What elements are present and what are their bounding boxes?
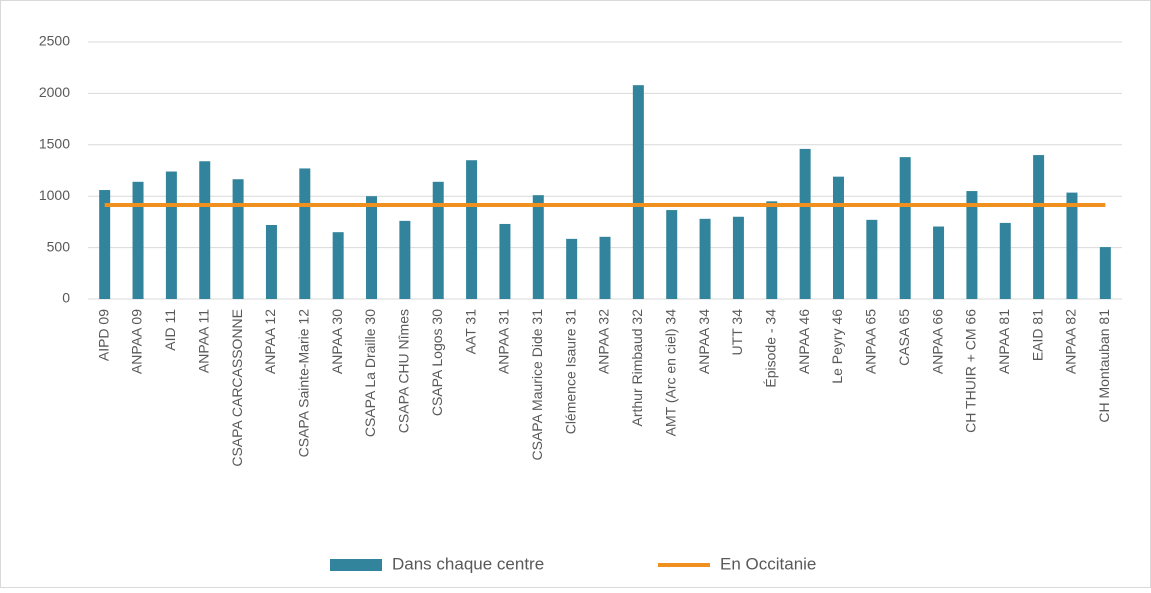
bar [399,220,411,299]
bar [232,179,244,299]
y-tick-label: 1500 [39,136,70,152]
x-tick-label: CSAPA Sainte-Marie 12 [296,309,312,458]
x-tick-label: ANPAA 09 [129,309,145,374]
x-tick-label: ANPAA 11 [195,309,211,373]
x-tick-label: CSAPA CHU Nîmes [396,309,412,433]
bar [366,196,378,299]
bar [99,190,111,299]
x-tick-label: ANPAA 31 [496,309,512,374]
x-tick-label: Épisode - 34 [762,309,778,388]
bar [1099,247,1111,299]
bar [199,161,211,299]
bar [499,223,511,299]
x-tick-label: ANPAA 30 [329,309,345,374]
bar [933,226,945,299]
bar [165,171,177,299]
bar [265,224,277,299]
y-tick-label: 2500 [39,33,70,49]
x-tick-label: CH THUIR + CM 66 [963,309,979,433]
x-tick-label: ANPAA 66 [929,309,945,374]
x-tick-label: CASA 65 [896,309,912,366]
legend-label: Dans chaque centre [392,554,544,573]
bar [1066,192,1078,299]
x-tick-label: ANPAA 82 [1063,309,1079,374]
bar [466,160,478,299]
legend-swatch [330,559,382,571]
x-tick-label: CSAPA Logos 30 [429,309,445,416]
bar [632,85,644,300]
x-tick-label: Clémence Isaure 31 [562,309,578,435]
bar [666,210,678,299]
bar [1033,155,1045,299]
bar [732,216,744,299]
bar [332,232,344,299]
x-tick-label: EAID 81 [1029,309,1045,361]
bar [966,191,978,299]
x-tick-label: ANPAA 81 [996,309,1012,374]
x-tick-label: ANPAA 65 [863,309,879,374]
x-tick-label: CSAPA Maurice Dide 31 [529,309,545,461]
x-tick-label: ANPAA 12 [262,309,278,374]
x-tick-label: Le Peyry 46 [829,309,845,384]
bar [999,222,1011,299]
bar [899,157,911,299]
bar [866,219,878,299]
x-tick-label: ANPAA 34 [696,309,712,374]
bar [699,218,711,299]
x-tick-label: AMT (Arc en ciel) 34 [662,309,678,437]
x-tick-label: ANPAA 46 [796,309,812,374]
bar [566,238,578,299]
x-tick-label: UTT 34 [729,309,745,356]
legend-label: En Occitanie [720,554,816,573]
bar [132,181,144,299]
x-tick-label: AIPD 09 [95,309,111,361]
bar [766,201,778,299]
bar [532,195,544,299]
bar [599,236,611,299]
y-tick-label: 1000 [39,187,70,203]
bar [432,181,444,299]
x-tick-label: AAT 31 [462,309,478,355]
bar [799,148,811,299]
x-tick-label: CH Montauban 81 [1096,309,1112,423]
bar [832,176,844,299]
x-tick-label: ANPAA 32 [596,309,612,374]
x-tick-label: CSAPA La Draille 30 [362,309,378,437]
x-tick-label: AID 11 [162,309,178,351]
y-tick-label: 0 [62,290,70,306]
y-tick-label: 2000 [39,84,70,100]
x-tick-label: Arthur Rimbaud 32 [629,309,645,427]
x-tick-label: CSAPA CARCASSONNE [229,309,245,467]
bar [299,168,311,299]
y-tick-label: 500 [47,238,71,254]
